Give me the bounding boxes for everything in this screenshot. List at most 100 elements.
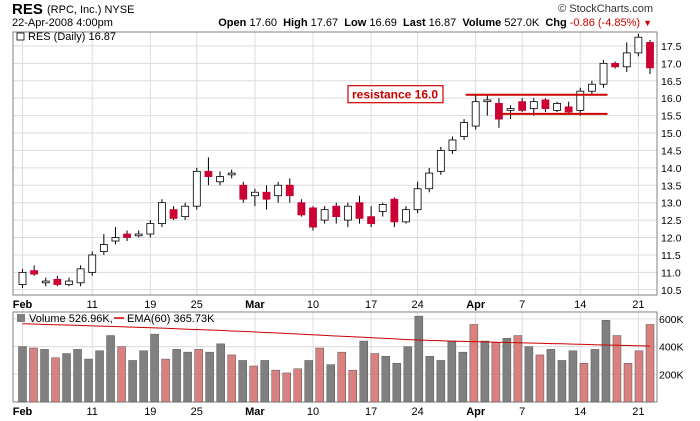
volume-bar xyxy=(62,353,71,403)
candle-body xyxy=(425,172,434,190)
date-tick-label: 24 xyxy=(411,299,423,311)
candle xyxy=(483,94,492,116)
price-grid xyxy=(13,32,657,295)
price-tick-label: 10.5 xyxy=(661,285,682,297)
candle-body xyxy=(564,106,573,113)
candle xyxy=(634,33,643,57)
last-label: Last xyxy=(402,17,426,29)
volume-date-tick-label: 14 xyxy=(574,406,586,418)
volume-legend-label: Volume 526.96K, xyxy=(29,313,113,325)
candle-body xyxy=(216,176,224,183)
volume-bar xyxy=(425,356,435,403)
candle xyxy=(611,61,620,69)
price-tick-label: 13.5 xyxy=(661,180,682,192)
volume-bar xyxy=(150,333,159,403)
volume-bar xyxy=(436,360,446,403)
volume-bar xyxy=(73,349,82,403)
volume-bar xyxy=(18,346,27,403)
date-tick-label: Apr xyxy=(466,299,486,311)
volume-date-axis: Feb 11 19 25 Mar 10 17 24 Apr 7 14 21 xyxy=(13,406,645,418)
candle xyxy=(41,277,50,287)
candle xyxy=(262,185,271,210)
candle-body xyxy=(274,184,283,197)
volume-bar xyxy=(106,335,115,403)
candle-body xyxy=(309,207,317,228)
candle-body xyxy=(599,62,608,85)
candle-body xyxy=(413,188,422,211)
low-label: Low xyxy=(344,17,367,29)
volume-axis: 200K 400K 600K xyxy=(659,314,684,381)
price-panel-frame xyxy=(12,31,658,296)
price-tick-label: 11.0 xyxy=(661,267,681,279)
candle xyxy=(30,265,39,276)
candle xyxy=(285,178,294,203)
quote-datetime: 22-Apr-2008 4:00pm xyxy=(12,17,113,29)
price-tick-label: 17.5 xyxy=(661,41,682,53)
candle xyxy=(192,167,201,210)
candle-body xyxy=(227,172,236,176)
candle-body xyxy=(123,233,131,238)
volume-bar xyxy=(304,360,313,403)
volume-bar xyxy=(161,358,170,403)
volume-date-tick-label: 25 xyxy=(191,406,203,418)
quote-summary: Open 17.60 High 17.67 Low 16.69 Last 16.… xyxy=(218,17,652,29)
candle-body xyxy=(262,191,271,200)
candle xyxy=(436,146,445,175)
volume-bar xyxy=(359,340,369,403)
candle-body xyxy=(181,205,190,218)
volume-bar xyxy=(535,354,545,403)
candle xyxy=(158,199,166,228)
candle-body xyxy=(192,170,201,207)
candle xyxy=(587,80,596,95)
candle xyxy=(367,206,376,228)
resistance-label: resistance 16.0 xyxy=(352,88,438,102)
price-tick-label: 16.5 xyxy=(661,76,682,88)
candle xyxy=(471,94,480,130)
price-date-axis: Feb 11 19 25 Mar 10 17 24 Apr 7 14 21 xyxy=(13,299,645,311)
volume-bars xyxy=(18,315,655,403)
volume-bar xyxy=(579,362,589,403)
high-value: 17.67 xyxy=(310,17,339,29)
candle xyxy=(413,181,422,214)
candle xyxy=(564,101,573,114)
candle xyxy=(355,195,364,224)
candle-body xyxy=(378,204,387,212)
date-tick-label: 25 xyxy=(191,299,203,311)
candle xyxy=(343,202,352,228)
high-label: High xyxy=(283,17,308,29)
price-tick-label: 15.5 xyxy=(661,111,682,123)
candle xyxy=(576,87,585,116)
candle-body xyxy=(239,184,248,200)
volume-bar xyxy=(381,356,391,403)
candle-body xyxy=(343,205,352,221)
price-axis: 10.5 11.0 11.5 12.0 12.5 13.0 13.5 14.0 14.5 15.0… xyxy=(661,41,682,297)
volume-date-tick-label: 7 xyxy=(519,406,525,418)
company-name: (RPC, Inc.) NYSE xyxy=(47,4,135,16)
candle-body xyxy=(471,101,480,127)
candle xyxy=(425,167,434,193)
volume-date-tick-label: Feb xyxy=(13,406,33,418)
volume-bar xyxy=(414,315,424,403)
quote-header: RES (RPC, Inc.) NYSE 22-Apr-2008 4:00pm … xyxy=(0,0,700,30)
candle-body xyxy=(367,216,376,224)
candle xyxy=(390,197,399,228)
volume-date-tick-label: Mar xyxy=(245,406,265,418)
candle-body xyxy=(402,209,410,223)
volume-bar xyxy=(447,340,457,403)
candle xyxy=(309,206,317,231)
volume-bar xyxy=(51,357,60,403)
candle xyxy=(204,157,213,186)
candle xyxy=(76,265,85,287)
date-tick-label: Mar xyxy=(245,299,265,311)
candle-body xyxy=(495,103,503,120)
date-tick-label: 21 xyxy=(632,299,644,311)
candle-body xyxy=(622,52,631,68)
candle xyxy=(239,181,248,203)
candle xyxy=(378,202,387,217)
change-value: -0.86 (-4.85%) xyxy=(569,17,641,29)
ema-legend-label: EMA(60) 365.73K xyxy=(127,313,215,325)
price-tick-label: 14.5 xyxy=(661,145,682,157)
candle-body xyxy=(332,205,341,218)
candle-body xyxy=(355,202,364,219)
candle-body xyxy=(251,191,259,197)
